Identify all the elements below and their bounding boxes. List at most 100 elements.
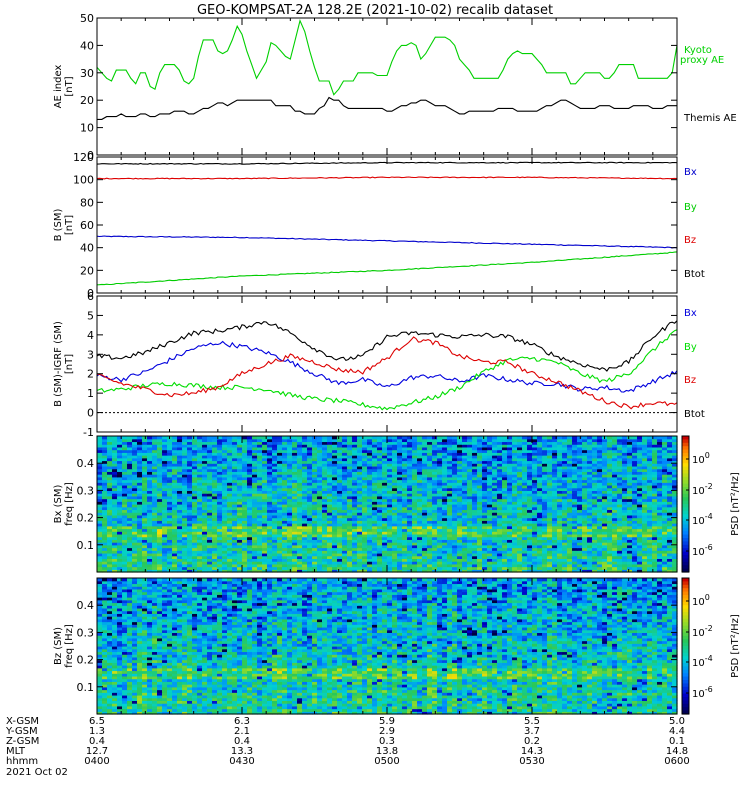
spectrogram-cell: [572, 468, 578, 472]
spectrogram-cell: [422, 528, 428, 532]
spectrogram-cell: [167, 555, 173, 559]
spectrogram-cell: [572, 465, 578, 470]
legend-by: By: [684, 202, 697, 213]
spectrogram-cell: [102, 547, 108, 551]
spectrogram-cell: [102, 498, 108, 502]
spectrogram-cell: [282, 484, 288, 489]
spectrogram-cell: [622, 531, 628, 535]
spectrogram-cell: [117, 504, 123, 508]
spectrogram-cell: [267, 533, 273, 538]
spectrogram-cell: [247, 569, 253, 573]
spectrogram-cell: [262, 495, 268, 500]
spectrogram-cell: [412, 509, 418, 513]
spectrogram-cell: [602, 547, 608, 551]
spectrogram-cell: [112, 517, 118, 521]
spectrogram-cell: [652, 517, 658, 521]
spectrogram-cell: [352, 544, 358, 549]
spectrogram-cell: [657, 514, 663, 519]
spectrogram-cell: [272, 555, 278, 559]
spectrogram-cell: [392, 490, 398, 494]
spectrogram-cell: [262, 533, 268, 538]
spectrogram-cell: [237, 542, 243, 546]
spectrogram-cell: [442, 542, 448, 546]
spectrogram-cell: [412, 474, 418, 478]
spectrogram-cell: [602, 550, 608, 554]
spectrogram-cell: [652, 512, 658, 516]
spectrogram-cell: [212, 482, 218, 486]
spectrogram-cell: [332, 504, 338, 508]
spectrogram-cell: [97, 504, 103, 508]
spectrogram-cell: [122, 479, 128, 483]
spectrogram-cell: [557, 506, 563, 511]
spectrogram-cell: [407, 525, 413, 530]
spectrogram-cell: [322, 558, 328, 562]
spectrogram-cell: [382, 536, 388, 540]
spectrogram-cell: [412, 539, 418, 543]
spectrogram-cell: [232, 514, 238, 519]
spectrogram-cell: [242, 550, 248, 554]
spectrogram-cell: [617, 504, 623, 508]
spectrogram-cell: [162, 460, 168, 464]
spectrogram-cell: [167, 512, 173, 516]
spectrogram-cell: [382, 531, 388, 535]
spectrogram-cell: [212, 460, 218, 464]
spectrogram-cell: [172, 493, 178, 497]
spectrogram-cell: [502, 487, 508, 491]
spectrogram-cell: [567, 474, 573, 478]
spectrogram-cell: [272, 498, 278, 502]
spectrogram-cell: [272, 563, 278, 568]
spectrogram-cell: [452, 471, 458, 475]
spectrogram-cell: [552, 558, 558, 562]
spectrogram-cell: [542, 471, 548, 475]
spectrogram-cell: [242, 471, 248, 475]
spectrogram-cell: [462, 465, 468, 470]
spectrogram-cell: [597, 460, 603, 464]
spectrogram-cell: [197, 476, 203, 481]
spectrogram-cell: [602, 566, 608, 570]
spectrogram-cell: [472, 479, 478, 483]
spectrogram-cell: [577, 476, 583, 481]
spectrogram-cell: [277, 493, 283, 497]
spectrogram-cell: [262, 561, 268, 565]
spectrogram-cell: [487, 468, 493, 472]
spectrogram-cell: [657, 484, 663, 489]
spectrogram-cell: [462, 563, 468, 568]
spectrogram-cell: [647, 561, 653, 565]
spectrogram-cell: [112, 531, 118, 535]
spectrogram-cell: [372, 514, 378, 519]
spectrogram-cell: [447, 493, 453, 497]
spectrogram-cell: [592, 533, 598, 538]
spectrogram-cell: [412, 487, 418, 491]
spectrogram-cell: [367, 474, 373, 478]
spectrogram-cell: [482, 563, 488, 568]
spectrogram-cell: [247, 460, 253, 464]
spectrogram-cell: [602, 558, 608, 562]
spectrogram-cell: [597, 542, 603, 546]
spectrogram-cell: [582, 550, 588, 554]
spectrogram-cell: [107, 474, 113, 478]
spectrogram-cell: [592, 476, 598, 481]
spectrogram-cell: [272, 504, 278, 508]
spectrogram-cell: [602, 520, 608, 524]
spectrogram-cell: [602, 476, 608, 481]
spectrogram-cell: [367, 487, 373, 491]
spectrogram-cell: [287, 542, 293, 546]
spectrogram-cell: [662, 539, 668, 543]
spectrogram-cell: [462, 474, 468, 478]
spectrogram-cell: [292, 555, 298, 559]
spectrogram-cell: [412, 528, 418, 532]
spectrogram-cell: [632, 514, 638, 519]
spectrogram-cell: [282, 495, 288, 500]
spectrogram-cell: [592, 550, 598, 554]
spectrogram-cell: [287, 566, 293, 570]
spectrogram-cell: [257, 465, 263, 470]
spectrogram-cell: [197, 550, 203, 554]
spectrogram-cell: [612, 482, 618, 486]
spectrogram-cell: [112, 490, 118, 494]
spectrogram-cell: [457, 525, 463, 530]
spectrogram-cell: [337, 514, 343, 519]
spectrogram-cell: [107, 498, 113, 502]
spectrogram-cell: [497, 514, 503, 519]
spectrogram-cell: [367, 561, 373, 565]
spectrogram-cell: [167, 465, 173, 470]
